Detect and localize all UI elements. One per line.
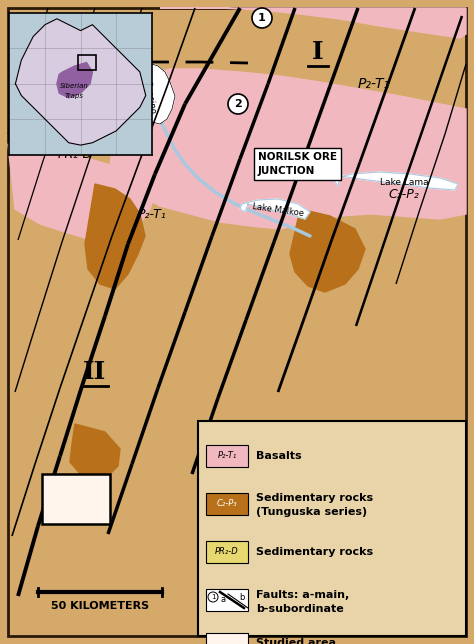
Polygon shape: [142, 64, 175, 124]
Text: 90° W: 90° W: [8, 101, 38, 111]
Text: TALNAKH ORE
JUNCTION: TALNAKH ORE JUNCTION: [58, 113, 140, 136]
Bar: [206, 633, 248, 644]
Text: Faults: a-main,: Faults: a-main,: [256, 590, 349, 600]
Text: (Tunguska series): (Tunguska series): [256, 507, 367, 517]
Text: Sedimentary rocks: Sedimentary rocks: [256, 493, 373, 503]
Bar: [206, 445, 248, 467]
Text: 72°N: 72°N: [15, 44, 40, 54]
Polygon shape: [240, 199, 310, 219]
Polygon shape: [290, 209, 365, 292]
Text: Siberian: Siberian: [60, 83, 89, 89]
Polygon shape: [70, 424, 120, 479]
Text: I: I: [312, 40, 324, 64]
Text: P₂-T₁: P₂-T₁: [138, 207, 167, 220]
Text: C₂-P₃: C₂-P₃: [217, 500, 237, 509]
Bar: [206, 589, 248, 611]
Bar: [206, 541, 248, 563]
Polygon shape: [160, 8, 466, 38]
Text: Studied area: Studied area: [256, 638, 336, 644]
Text: PR₂-D: PR₂-D: [215, 547, 239, 556]
Bar: [78, 55, 96, 70]
Text: b-subordinate: b-subordinate: [256, 604, 344, 614]
Polygon shape: [85, 184, 145, 289]
Text: a: a: [220, 596, 226, 605]
Text: Basalts: Basalts: [256, 451, 301, 461]
Text: 1: 1: [211, 594, 215, 600]
Text: Sedimentary rocks: Sedimentary rocks: [256, 547, 373, 557]
Circle shape: [252, 8, 272, 28]
Circle shape: [228, 94, 248, 114]
Text: PR₂-D: PR₂-D: [58, 147, 93, 160]
Text: NORILSK ORE
JUNCTION: NORILSK ORE JUNCTION: [258, 153, 337, 176]
Polygon shape: [15, 19, 146, 145]
Text: II: II: [83, 360, 107, 384]
Text: Traps: Traps: [65, 93, 84, 99]
Text: Lake Malkoe: Lake Malkoe: [252, 202, 304, 218]
Text: C₂-P₂: C₂-P₂: [388, 187, 419, 200]
Text: b: b: [239, 594, 245, 603]
Bar: [42, 474, 110, 524]
Polygon shape: [110, 69, 466, 229]
Circle shape: [208, 592, 218, 602]
Text: Lake Lama: Lake Lama: [380, 178, 428, 187]
Text: P₂-T₁: P₂-T₁: [358, 77, 390, 91]
Text: 2: 2: [234, 99, 242, 109]
Text: 1: 1: [258, 13, 266, 23]
Bar: [206, 493, 248, 515]
Bar: [198, 421, 466, 636]
Polygon shape: [8, 144, 155, 244]
Polygon shape: [335, 172, 458, 190]
Polygon shape: [57, 62, 92, 98]
Text: 50 KILOMETERS: 50 KILOMETERS: [51, 601, 149, 611]
Text: Lake Pyasino: Lake Pyasino: [139, 58, 157, 114]
Text: P₂-T₁: P₂-T₁: [218, 451, 237, 460]
